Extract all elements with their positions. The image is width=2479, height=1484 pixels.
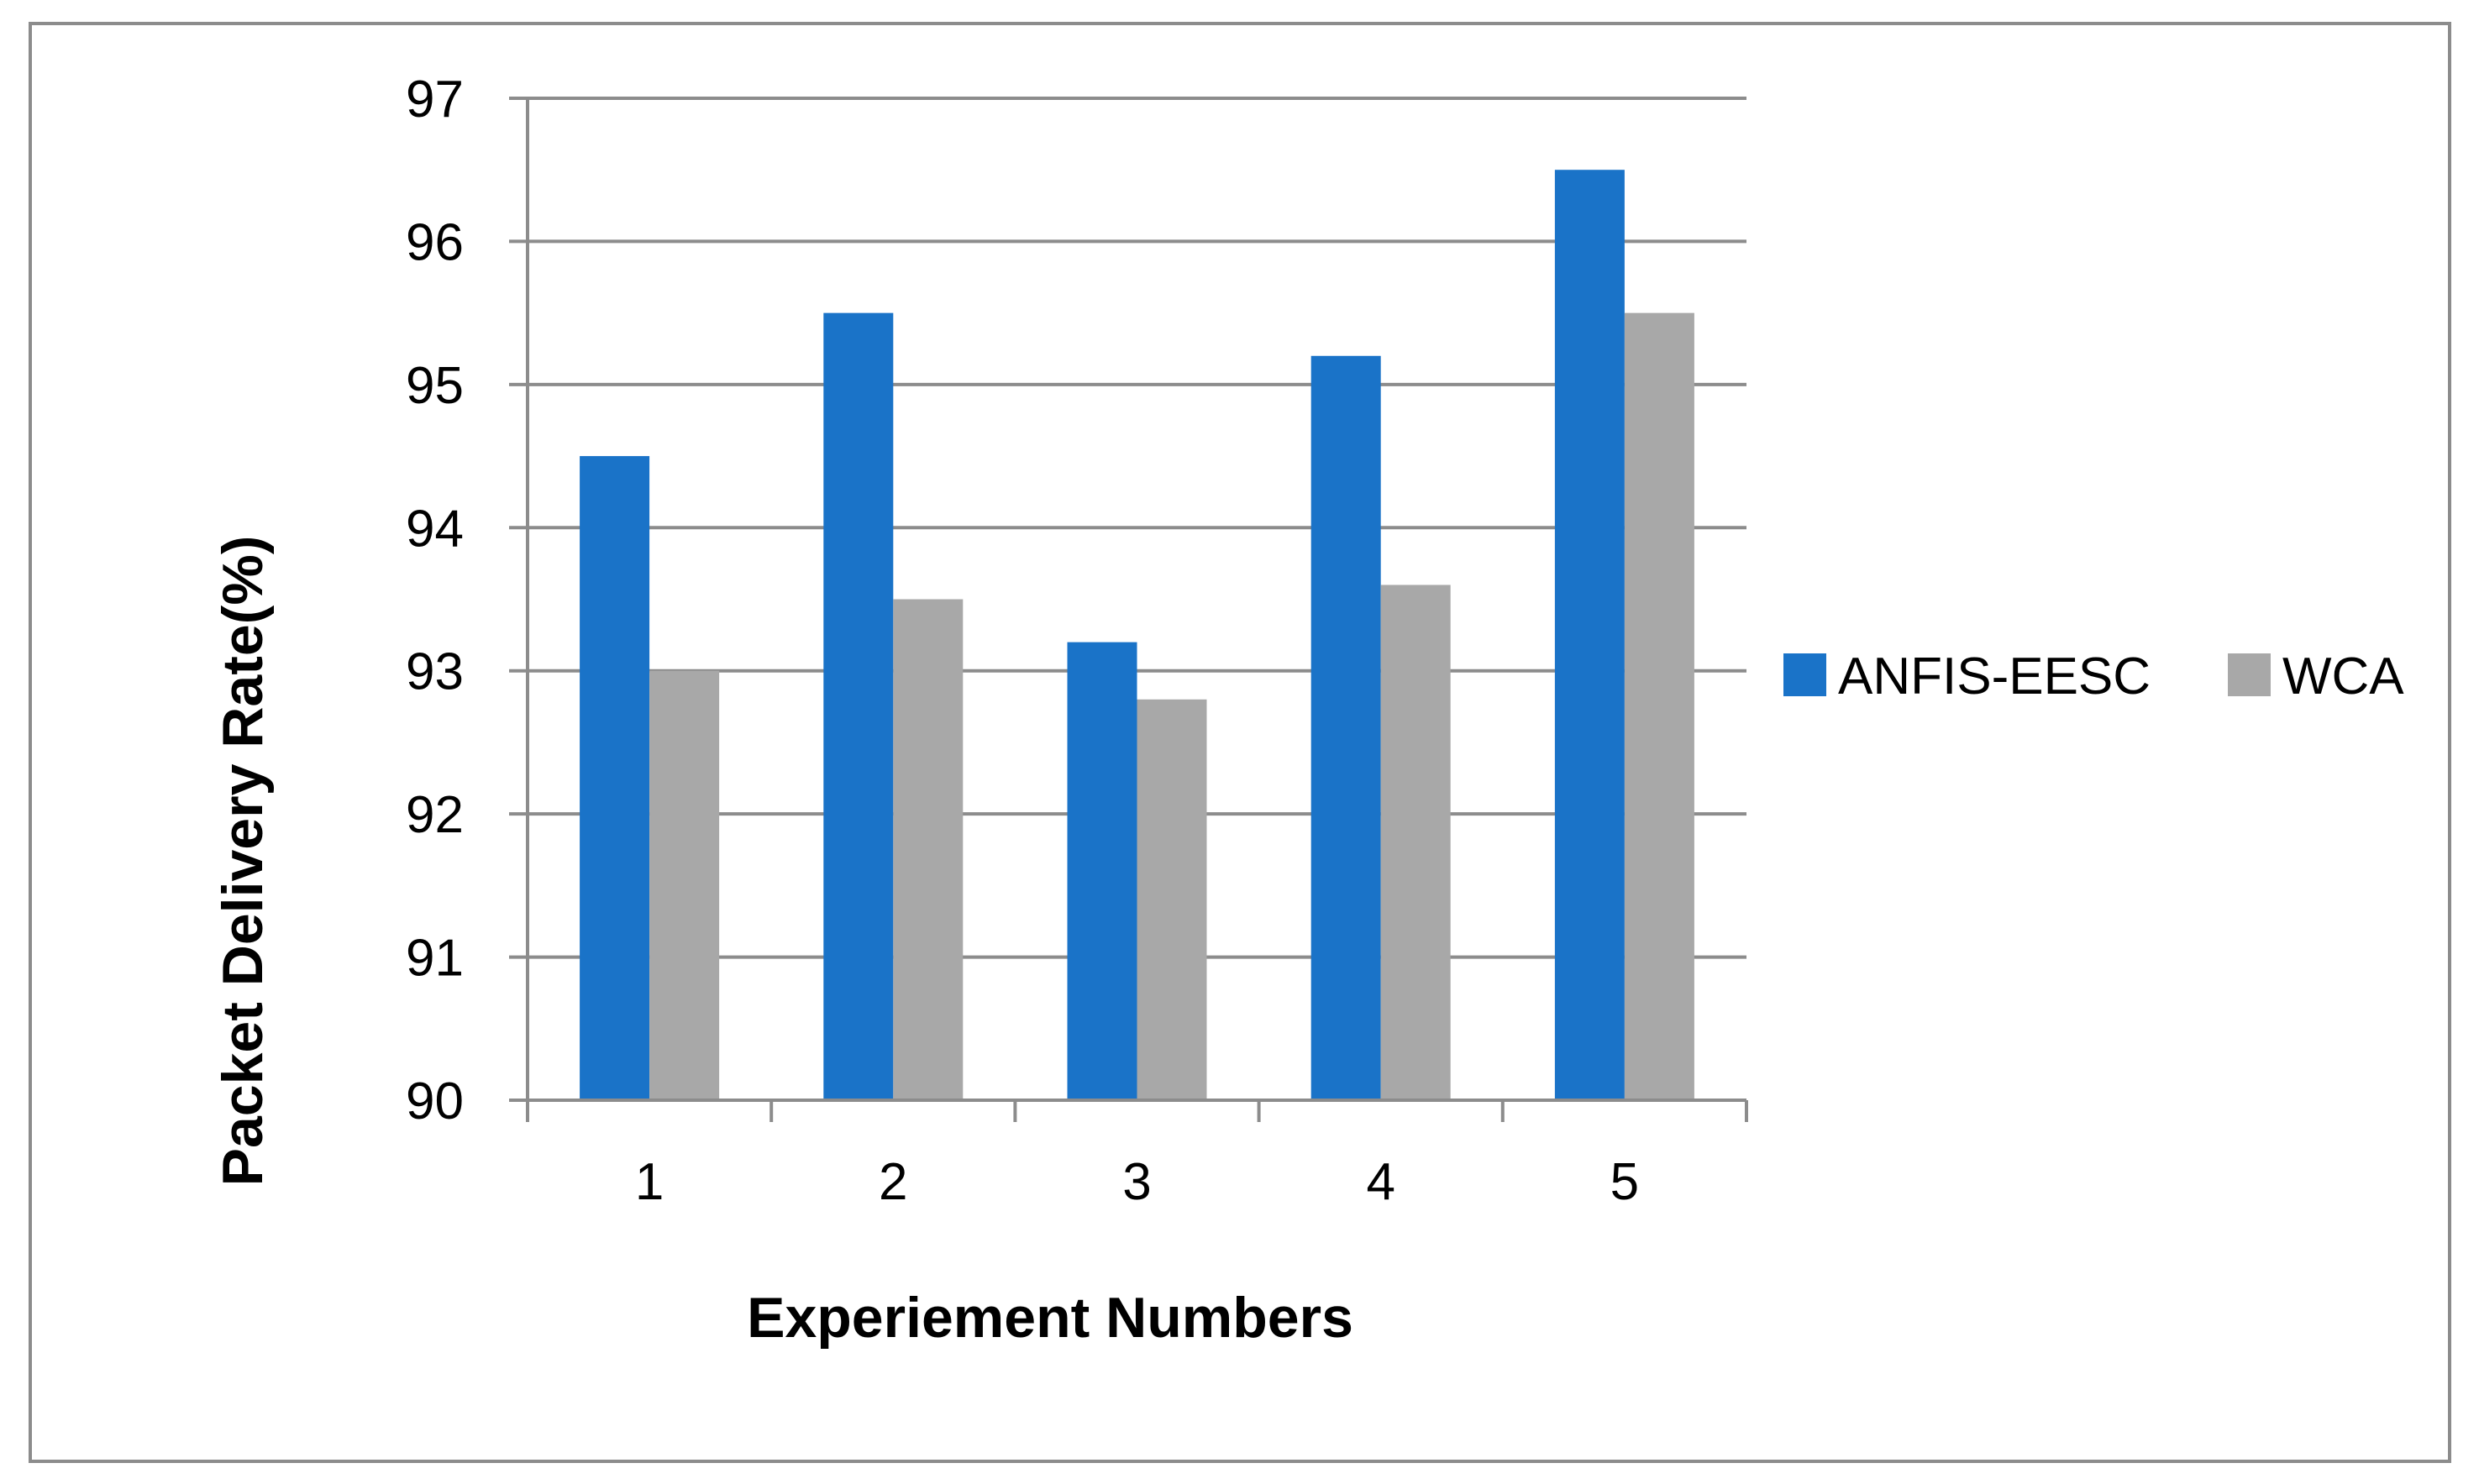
bar-wca-1: [649, 670, 720, 1100]
y-tick-label-90: 90: [406, 1072, 464, 1130]
y-tick-label-93: 93: [406, 643, 464, 701]
legend-swatch-wca: [2228, 653, 2271, 696]
legend-label-wca: WCA: [2282, 648, 2404, 705]
tick-labels: 90 91 92 93 94 95 96 97 1 2 3 4 5: [406, 71, 1639, 1211]
y-tick-label-97: 97: [406, 71, 464, 128]
bar-anfis-eesc-3: [1067, 642, 1137, 1100]
legend-label-anfis-eesc: ANFIS-EESC: [1838, 648, 2151, 705]
x-tick-label-2: 2: [879, 1153, 907, 1211]
legend-swatch-anfis-eesc: [1783, 653, 1826, 696]
legend: ANFIS-EESC WCA: [1783, 648, 2404, 705]
bars: [580, 170, 1694, 1101]
y-axis-title: Packet Delivery Rate(%): [211, 536, 275, 1187]
y-tick-label-92: 92: [406, 786, 464, 844]
bar-wca-2: [893, 599, 964, 1100]
x-tick-label-5: 5: [1610, 1153, 1639, 1211]
bar-anfis-eesc-2: [823, 312, 894, 1101]
x-tick-label-3: 3: [1122, 1153, 1151, 1211]
axes: [526, 98, 1748, 1122]
x-axis-title: Experiement Numbers: [747, 1286, 1353, 1350]
bar-anfis-eesc-5: [1554, 170, 1625, 1101]
x-tick-label-1: 1: [635, 1153, 664, 1211]
chart-border: [29, 22, 2451, 1463]
y-tick-label-96: 96: [406, 213, 464, 271]
x-tick-label-4: 4: [1366, 1153, 1394, 1211]
bar-wca-5: [1624, 312, 1694, 1101]
bar-wca-4: [1380, 585, 1451, 1100]
y-tick-label-94: 94: [406, 500, 464, 558]
bar-wca-3: [1137, 699, 1207, 1100]
bar-anfis-eesc-1: [580, 456, 650, 1100]
bar-anfis-eesc-4: [1310, 355, 1381, 1100]
y-tick-label-91: 91: [406, 930, 464, 988]
y-tick-label-95: 95: [406, 357, 464, 415]
